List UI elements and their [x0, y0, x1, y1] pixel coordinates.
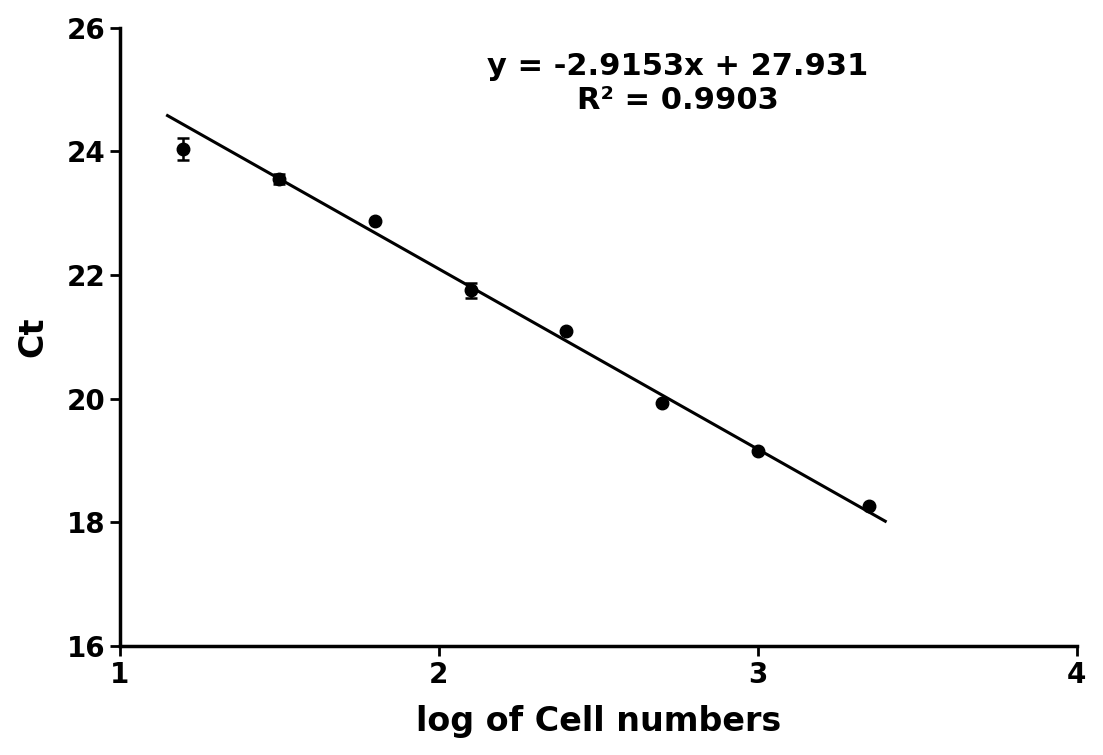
X-axis label: log of Cell numbers: log of Cell numbers: [416, 705, 781, 738]
Y-axis label: Ct: Ct: [17, 316, 50, 357]
Text: y = -2.9153x + 27.931
R² = 0.9903: y = -2.9153x + 27.931 R² = 0.9903: [488, 52, 868, 115]
